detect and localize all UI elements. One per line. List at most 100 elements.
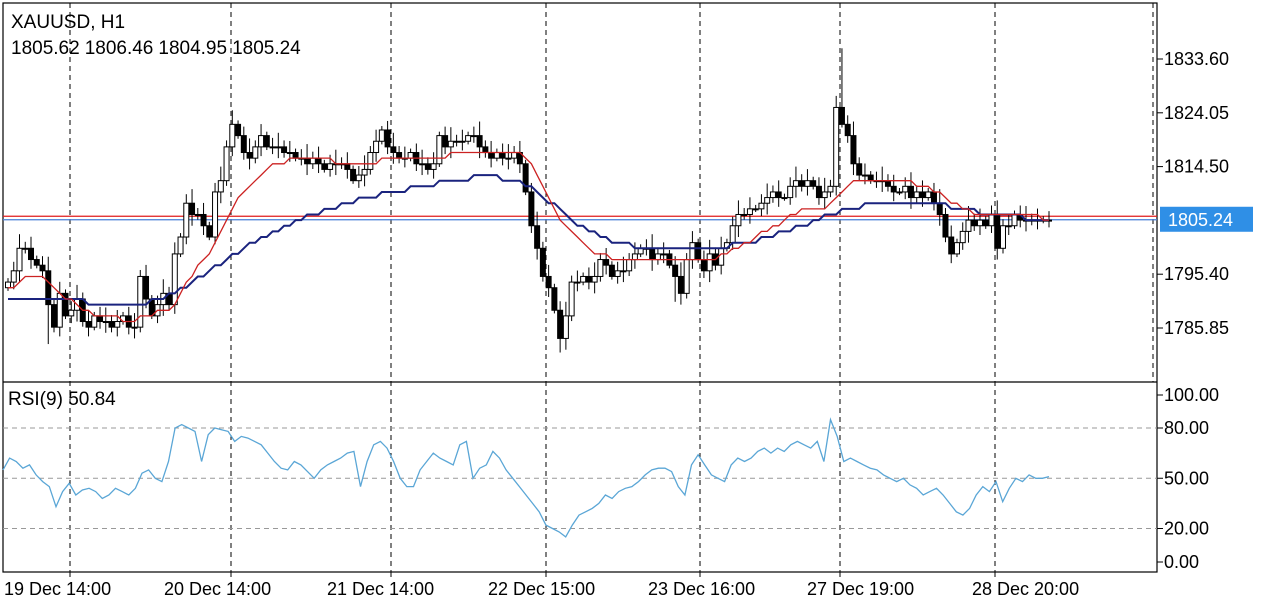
candle <box>735 200 742 238</box>
candle <box>56 281 63 337</box>
candle-body <box>551 287 558 311</box>
candle <box>982 216 989 229</box>
candle <box>833 95 840 196</box>
candle-body <box>798 180 805 187</box>
candle <box>1005 214 1012 235</box>
candle <box>321 159 328 173</box>
candle-body <box>620 270 627 273</box>
candle-body <box>344 163 351 170</box>
candle <box>792 166 799 198</box>
candle-body <box>470 135 477 138</box>
candle-body <box>919 191 926 199</box>
candle <box>413 143 420 171</box>
candle-body <box>999 225 1006 249</box>
candle <box>459 129 466 151</box>
candle-body <box>1011 213 1018 227</box>
candle-body <box>557 309 564 339</box>
candle-body <box>568 281 575 317</box>
candle-body <box>1005 225 1012 228</box>
price-tick-label: 1814.50 <box>1164 157 1229 177</box>
candle-body <box>890 185 897 193</box>
candle <box>672 256 679 302</box>
price-tick-label: 1833.60 <box>1164 49 1229 69</box>
candle <box>511 146 518 164</box>
candle <box>62 289 69 320</box>
candle <box>45 256 52 345</box>
candle <box>499 143 506 166</box>
candle <box>516 140 523 174</box>
candle <box>746 197 753 224</box>
candle <box>166 286 173 310</box>
candle-body <box>390 146 397 154</box>
candle <box>315 146 322 174</box>
candle <box>752 204 759 213</box>
candle-body <box>861 174 868 177</box>
candle-body <box>396 152 403 159</box>
candle-body <box>102 321 109 324</box>
candle <box>22 241 29 254</box>
candle-body <box>827 185 834 193</box>
candle-body <box>505 157 512 160</box>
candle-body <box>39 264 46 272</box>
candle-body <box>729 225 736 244</box>
candle <box>545 264 552 297</box>
candle-body <box>350 168 357 182</box>
candle-body <box>68 309 75 317</box>
candle-body <box>315 157 322 165</box>
candle <box>689 231 696 269</box>
candle-body <box>597 259 604 277</box>
candle <box>85 309 92 337</box>
candle-body <box>281 146 288 154</box>
candle-body <box>246 152 253 159</box>
candle <box>534 211 541 260</box>
candle <box>206 221 213 241</box>
candle-body <box>476 135 483 148</box>
candle <box>114 309 121 337</box>
candle-body <box>355 174 362 182</box>
candle <box>275 132 282 159</box>
candle <box>51 298 58 333</box>
candle <box>769 185 776 203</box>
candle-body <box>45 270 52 306</box>
candle-body <box>424 163 431 170</box>
candle-body <box>683 259 690 294</box>
candle <box>971 213 978 231</box>
time-tick-label: 21 Dec 14:00 <box>327 579 434 599</box>
price-axis: 1833.60 1824.05 1814.50 1795.40 1785.85 <box>1157 49 1229 338</box>
time-tick-label: 27 Dec 19:00 <box>807 579 914 599</box>
rsi-tick-label: 0.00 <box>1164 552 1199 572</box>
candle-body <box>114 321 121 328</box>
candle <box>304 144 311 176</box>
candle <box>626 253 633 277</box>
candle <box>401 146 408 168</box>
candle <box>585 267 592 290</box>
candle-body <box>522 163 529 193</box>
candle-body <box>85 321 92 328</box>
candle <box>298 149 305 166</box>
candle <box>999 219 1006 254</box>
candle-body <box>217 180 224 193</box>
candle-body <box>585 275 592 283</box>
candle <box>143 264 150 309</box>
candle-body <box>925 191 932 199</box>
high-value: 1806.46 <box>84 38 154 59</box>
candle-body <box>327 163 334 170</box>
open-value: 1805.62 <box>11 38 80 59</box>
candle-body <box>442 135 449 148</box>
candle <box>557 301 564 353</box>
price-candles <box>5 48 1052 353</box>
candle <box>873 171 880 188</box>
candle-body <box>97 315 104 323</box>
candle <box>344 152 351 179</box>
candle <box>28 236 35 269</box>
rsi-tick-label: 100.00 <box>1164 385 1219 405</box>
time-tick-label: 28 Dec 20:00 <box>972 579 1079 599</box>
candle-body <box>706 253 713 272</box>
candle-body <box>626 259 633 272</box>
candle-body <box>378 129 385 142</box>
candle-body <box>51 304 58 328</box>
candle <box>200 202 207 235</box>
candle <box>948 225 955 264</box>
candle <box>867 171 874 184</box>
candle-body <box>804 180 811 187</box>
